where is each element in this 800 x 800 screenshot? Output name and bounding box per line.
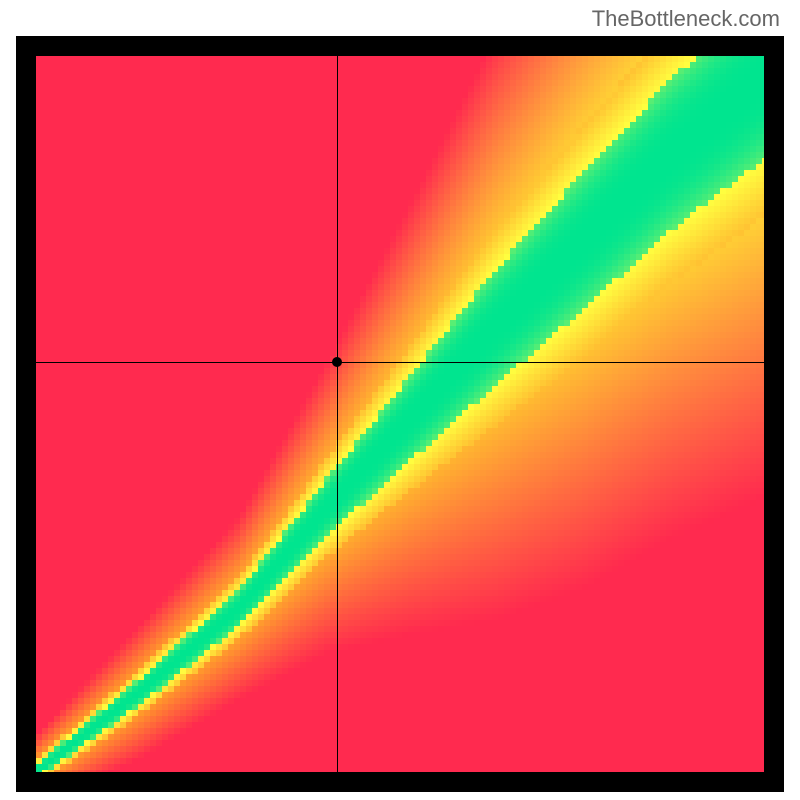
plot-area bbox=[36, 56, 764, 772]
chart-frame bbox=[16, 36, 784, 792]
watermark-text: TheBottleneck.com bbox=[592, 6, 780, 32]
data-point-marker bbox=[332, 357, 342, 367]
crosshair-vertical bbox=[337, 56, 338, 772]
heatmap-canvas bbox=[36, 56, 764, 772]
chart-container: TheBottleneck.com bbox=[0, 0, 800, 800]
crosshair-horizontal bbox=[36, 362, 764, 363]
